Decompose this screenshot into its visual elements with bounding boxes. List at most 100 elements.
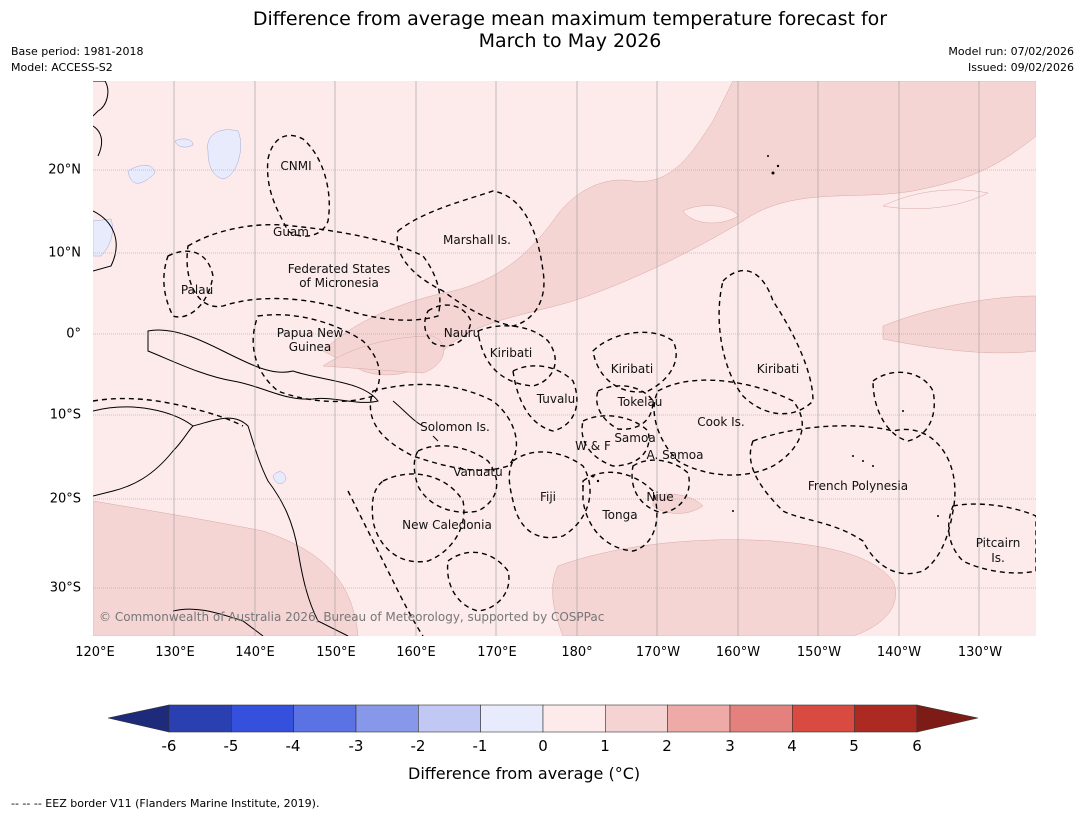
colorbar-tick: 6 <box>912 737 922 755</box>
x-tick-label: 140°E <box>235 645 275 660</box>
colorbar-cell <box>168 704 232 733</box>
title-line-2: March to May 2026 <box>478 30 662 52</box>
colorbar-cell <box>480 704 544 733</box>
label-tuvalu: Tuvalu <box>536 392 576 406</box>
colorbar-cells <box>168 704 918 733</box>
colorbar-cell <box>605 704 668 733</box>
x-tick-label: 160°W <box>715 645 761 660</box>
colorbar-tick: -4 <box>285 737 301 755</box>
eez-kiribati-gilberts <box>477 325 556 387</box>
label-pitcairn-1: Pitcairn <box>976 536 1021 550</box>
x-tick-label: 160°E <box>396 645 436 660</box>
eez-solomon <box>369 383 518 471</box>
eez-png <box>252 314 381 403</box>
colorbar-tick: -5 <box>223 737 239 755</box>
colorbar-tick: 3 <box>725 737 735 755</box>
eez-footnote: -- -- -- EEZ border V11 (Flanders Marine… <box>11 797 320 810</box>
label-marshall: Marshall Is. <box>443 233 511 247</box>
label-wf: W & F <box>575 439 611 453</box>
label-cook: Cook Is. <box>697 415 744 429</box>
eez-french-polynesia <box>749 425 956 575</box>
copyright-notice: © Commonwealth of Australia 2026, Bureau… <box>99 610 604 624</box>
colorbar-tick: 1 <box>600 737 610 755</box>
x-tick-label: 130°E <box>155 645 195 660</box>
colorbar-tick: -6 <box>161 737 177 755</box>
label-french-polynesia: French Polynesia <box>808 479 908 493</box>
x-tick-label: 150°E <box>316 645 356 660</box>
label-pitcairn-2: Is. <box>991 551 1005 565</box>
label-palau: Palau <box>181 283 213 297</box>
label-png-2: Guinea <box>289 340 332 354</box>
title-line-1: Difference from average mean maximum tem… <box>252 8 888 30</box>
label-fiji: Fiji <box>540 490 556 504</box>
colorbar-cell <box>667 704 731 733</box>
colorbar-cell <box>293 704 357 733</box>
label-niue: Niue <box>646 490 673 504</box>
eez-fsm <box>186 224 441 321</box>
chart-title: Difference from average mean maximum tem… <box>0 8 1085 52</box>
y-tick-label: 20°S <box>49 491 81 507</box>
label-new-caledonia: New Caledonia <box>402 518 492 532</box>
meta-right: Model run: 07/02/2026 Issued: 09/02/2026 <box>948 44 1074 76</box>
y-tick-label: 20°N <box>48 162 81 178</box>
label-cnmi: CNMI <box>280 159 311 173</box>
eez-samoa <box>581 415 650 467</box>
colorbar-tick: -3 <box>348 737 364 755</box>
label-asamoa: A. Samoa <box>647 448 704 462</box>
eez-png-south <box>93 397 244 427</box>
colorbar-tick: 0 <box>538 737 548 755</box>
eez-niue <box>631 459 690 514</box>
eez-nauru <box>424 304 472 347</box>
x-tick-label: 120°E <box>75 645 115 660</box>
region-labels: CNMI Guam Marshall Is. Federated States … <box>181 159 1020 565</box>
colorbar-cell <box>854 704 918 733</box>
gridlines <box>93 81 1036 636</box>
y-tick-label: 10°S <box>49 407 81 423</box>
colorbar-cell <box>418 704 481 733</box>
eez-pitcairn <box>947 503 1036 574</box>
label-kiribati-central: Kiribati <box>611 362 653 376</box>
eez-borders <box>93 134 1036 636</box>
colorbar-tick: -2 <box>410 737 426 755</box>
y-tick-label: 0° <box>66 326 81 342</box>
anomaly-cool-patches <box>93 129 287 484</box>
eez-cnmi <box>266 134 330 237</box>
label-png-1: Papua New <box>277 326 344 340</box>
issued-date: Issued: 09/02/2026 <box>967 61 1074 74</box>
forecast-map: CNMI Guam Marshall Is. Federated States … <box>93 81 1036 636</box>
label-kiribati-east: Kiribati <box>757 362 799 376</box>
label-tokelau: Tokelau <box>617 395 663 409</box>
y-tick-label: 10°N <box>48 245 81 261</box>
eez-palau <box>163 250 214 318</box>
label-fsm-1: Federated States <box>288 262 390 276</box>
eez-marshall <box>396 190 545 327</box>
eez-tonga <box>582 471 658 552</box>
label-tonga: Tonga <box>601 508 637 522</box>
colorbar-tick: 2 <box>662 737 672 755</box>
label-fsm-2: of Micronesia <box>299 276 379 290</box>
label-guam: Guam <box>273 225 309 239</box>
colorbar-tick: 4 <box>787 737 797 755</box>
colorbar-cell <box>542 704 606 733</box>
colorbar-cell <box>355 704 419 733</box>
colorbar-cell <box>231 704 294 733</box>
eez-french-polynesia-east <box>872 371 935 442</box>
colorbar <box>108 704 979 733</box>
meta-left: Base period: 1981-2018 Model: ACCESS-S2 <box>11 44 143 76</box>
model-name: Model: ACCESS-S2 <box>11 61 113 74</box>
colorbar-tick: -1 <box>472 737 488 755</box>
x-tick-label: 180° <box>561 645 593 660</box>
colorbar-max-arrow <box>916 704 979 733</box>
x-tick-label: 130°W <box>957 645 1003 660</box>
x-tick-label: 170°W <box>635 645 681 660</box>
base-period: Base period: 1981-2018 <box>11 45 144 58</box>
y-tick-label: 30°S <box>49 580 81 596</box>
colorbar-cell <box>729 704 793 733</box>
x-tick-label: 150°W <box>796 645 842 660</box>
label-solomon: Solomon Is. <box>420 420 490 434</box>
colorbar-title: Difference from average (°C) <box>408 764 641 783</box>
x-tick-label: 170°E <box>477 645 517 660</box>
eez-new-caledonia <box>371 473 465 563</box>
colorbar-min-arrow <box>108 704 170 733</box>
x-tick-label: 140°W <box>876 645 922 660</box>
